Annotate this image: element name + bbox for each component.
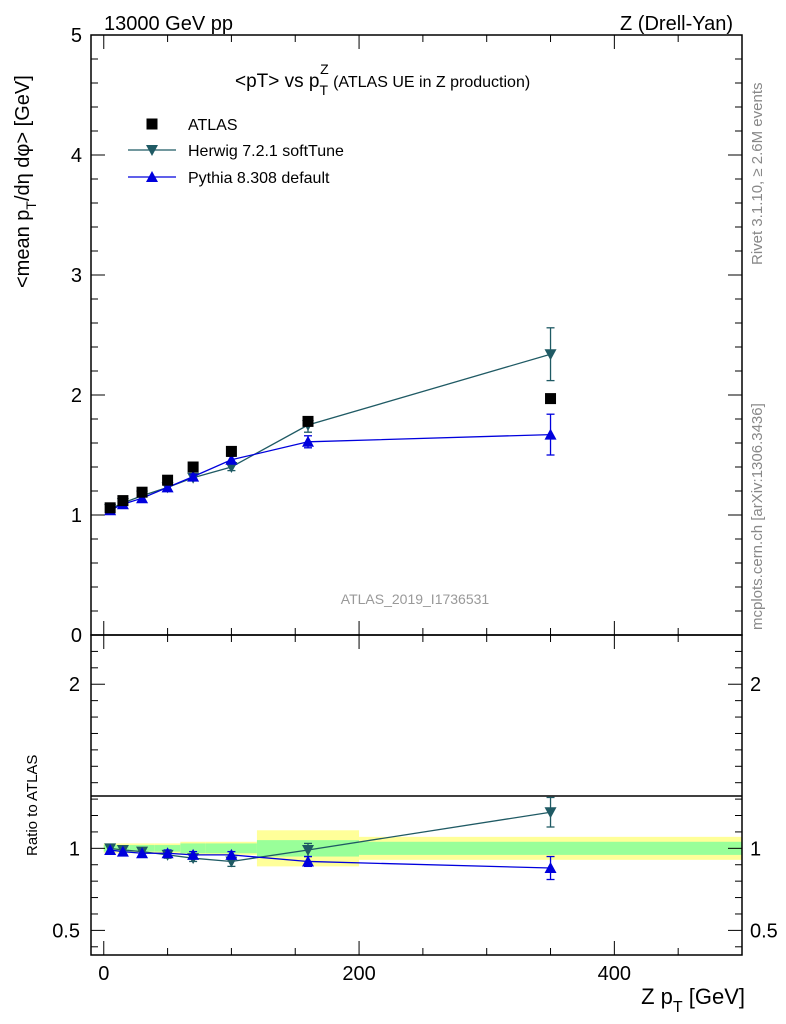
ratio-panel: 0 200 400 0.5 0.5 1 1 2 2 [52, 634, 778, 985]
y-tick-label-ratio-left: 1 [69, 838, 80, 860]
data-point-ratio [544, 807, 557, 819]
y-tick-label-main: 5 [71, 25, 82, 47]
data-point-main [187, 470, 200, 482]
ratio-uncertainty-bands [103, 830, 742, 867]
x-tick-label: 400 [598, 963, 631, 985]
ratio-axis-ticks: 0 200 400 0.5 0.5 1 1 2 2 [52, 635, 778, 985]
data-point-ratio [544, 862, 557, 874]
data-point-main [545, 393, 557, 405]
y-tick-label-main: 1 [71, 505, 82, 527]
header-right: Z (Drell-Yan) [620, 13, 733, 35]
ratio-band-inner [205, 843, 257, 854]
data-point-ratio [302, 855, 314, 867]
data-point-ratio [104, 843, 117, 855]
series-line-ratio [110, 811, 551, 863]
data-point-ratio [161, 847, 174, 859]
data-point-main [302, 435, 314, 447]
legend-entry: Herwig 7.2.1 softTune [188, 143, 344, 160]
data-point-main [225, 445, 237, 457]
data-point-main [104, 502, 116, 514]
data-point-main [544, 349, 557, 361]
data-point-main [225, 453, 238, 465]
data-point-main [136, 486, 148, 498]
x-axis-label: Z pT [GeV] [641, 984, 745, 1016]
main-y-axis-label: <mean pT/dη dφ> [GeV] [12, 75, 39, 288]
header-left: 13000 GeV pp [104, 13, 233, 35]
ratio-y-axis-label: Ratio to ATLAS [24, 755, 41, 856]
ratio-band-inner [180, 843, 206, 854]
data-point-ratio [225, 848, 238, 860]
legend-entry: ATLAS [188, 117, 238, 134]
legend: ATLAS Herwig 7.2.1 softTune Pythia 8.308 d… [128, 117, 344, 187]
data-point-main [161, 481, 174, 493]
ratio-data-markers [104, 796, 557, 881]
y-tick-label-ratio-left: 2 [69, 674, 80, 696]
rivet-label: Rivet 3.1.10, ≥ 2.6M events [749, 83, 766, 266]
plot-title: <pT> vs pTZ (ATLAS UE in Z production) [235, 61, 530, 98]
data-point-ratio [302, 844, 314, 856]
legend-marker [146, 171, 158, 182]
data-point-main [544, 428, 557, 440]
y-tick-label-main: 2 [71, 385, 82, 407]
mcplots-label: mcplots.cern.ch [arXiv:1306.3436] [749, 403, 766, 630]
data-point-main [302, 415, 314, 427]
main-axis-ticks: 0 1 2 3 4 5 [71, 25, 743, 647]
legend-entry: Pythia 8.308 default [188, 170, 330, 187]
y-tick-label-ratio-left: 0.5 [52, 920, 80, 942]
y-tick-label-main: 3 [71, 265, 82, 287]
series-line-main [109, 353, 551, 510]
y-tick-label-main: 0 [71, 625, 82, 647]
y-tick-label-ratio-right: 1 [750, 838, 761, 860]
legend-marker [146, 118, 158, 130]
series-line-main [109, 433, 551, 511]
y-tick-label-main: 4 [71, 145, 82, 167]
y-tick-label-ratio-right: 2 [750, 674, 761, 696]
ratio-panel-frame [90, 634, 743, 956]
data-point-main [162, 474, 174, 486]
ratio-band-inner [359, 841, 742, 855]
data-point-main [187, 461, 199, 473]
y-tick-label-ratio-right: 0.5 [750, 920, 778, 942]
main-panel: 0 1 2 3 4 5 [71, 25, 743, 647]
data-point-main [117, 495, 129, 507]
x-tick-label: 0 [98, 963, 109, 985]
x-tick-label: 200 [342, 963, 375, 985]
legend-marker [146, 145, 158, 156]
data-point-ratio [136, 847, 149, 859]
analysis-watermark: ATLAS_2019_I1736531 [341, 591, 490, 607]
data-point-ratio [187, 848, 200, 860]
main-data-markers [104, 327, 557, 516]
data-point-ratio [116, 845, 129, 857]
